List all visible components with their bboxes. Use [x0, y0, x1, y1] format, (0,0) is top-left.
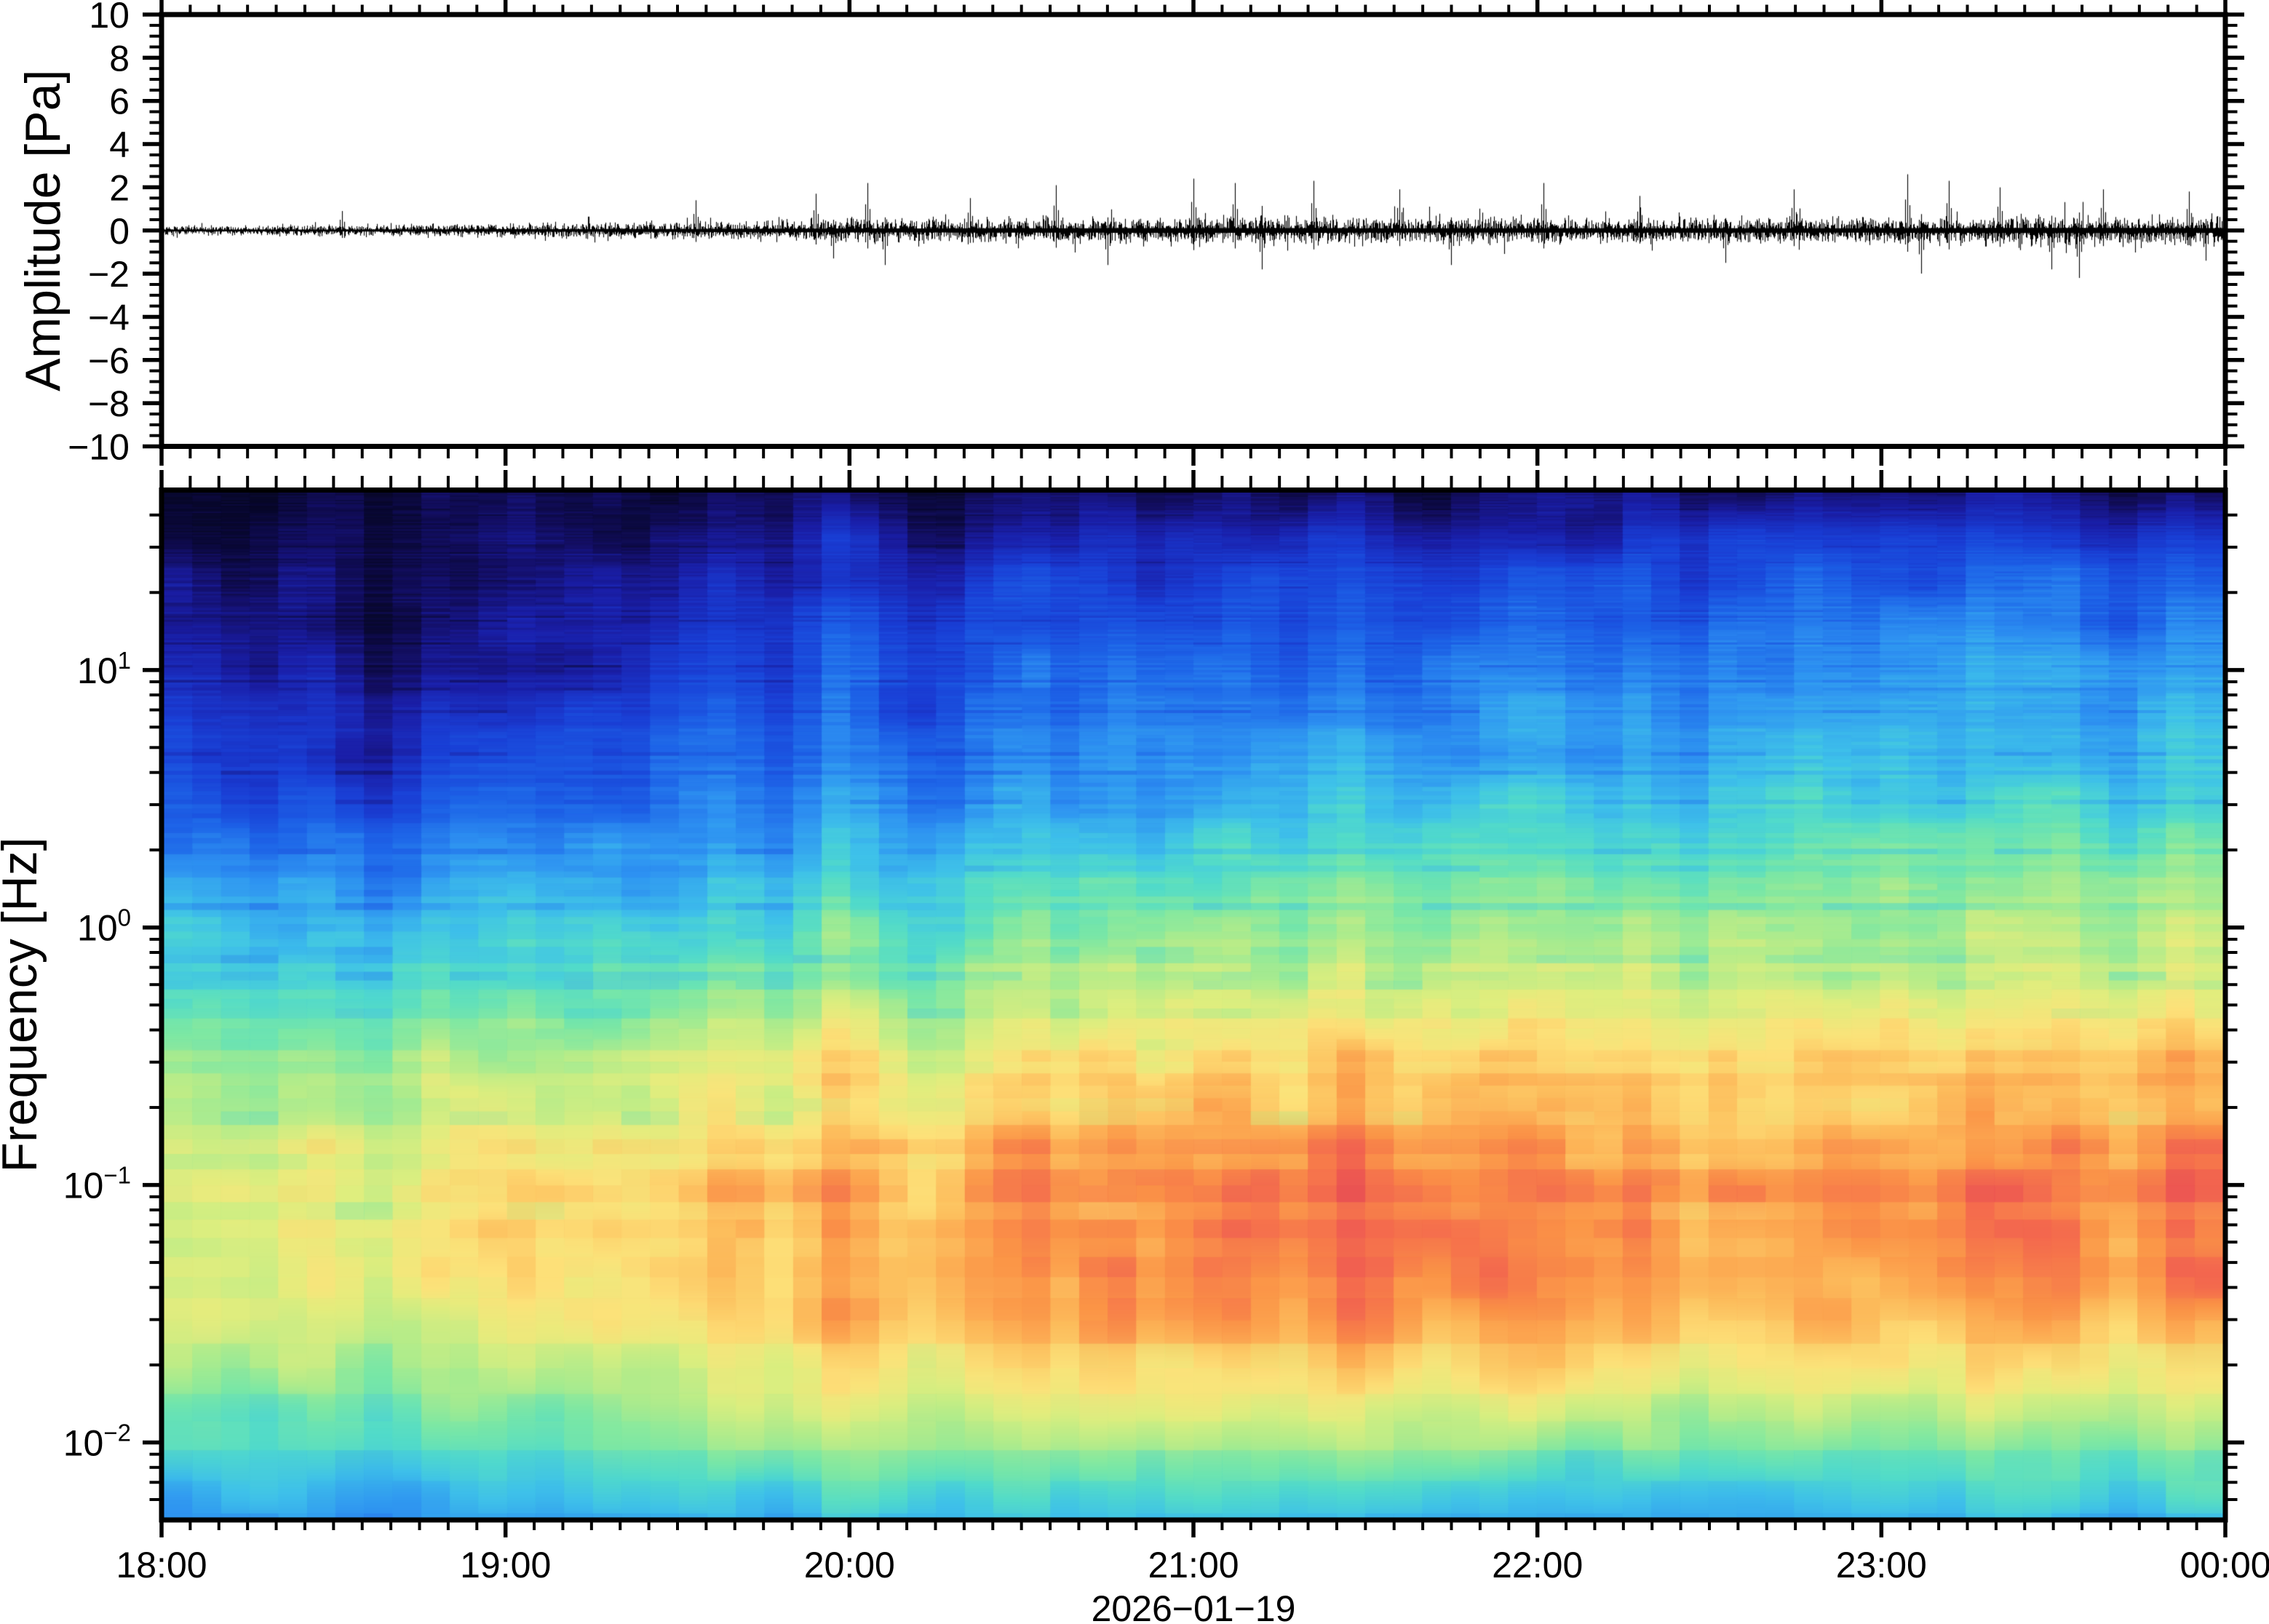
ytick-label: 0: [109, 211, 130, 252]
amplitude-axis-label: Amplitude [Pa]: [15, 70, 71, 391]
xtick-label: 20:00: [804, 1545, 895, 1585]
ytick-label: 4: [109, 124, 130, 165]
xtick-label: 18:00: [116, 1545, 207, 1585]
ytick-label: −6: [88, 341, 130, 381]
xtick-label: 00:00: [2179, 1545, 2269, 1585]
spectrogram-plot: [164, 493, 2223, 1518]
frequency-axis-label: Frequency [Hz]: [0, 837, 47, 1172]
ytick-label: −4: [88, 298, 130, 338]
time-tick-labels: 18:00 19:00 20:00 21:00 22:00 23:00 00:0…: [116, 1545, 2269, 1585]
date-axis-label: 2026−01−19: [1092, 1588, 1296, 1624]
freq-tick-label: 10−2: [63, 1419, 131, 1463]
tick-marks: [143, 0, 2244, 1537]
freq-tick-label: 100: [77, 904, 131, 949]
xtick-label: 21:00: [1148, 1545, 1239, 1585]
ytick-label: 6: [109, 81, 130, 122]
xtick-label: 22:00: [1492, 1545, 1583, 1585]
ytick-label: 10: [89, 0, 130, 36]
ytick-label: 2: [109, 167, 130, 208]
ytick-label: −2: [88, 254, 130, 295]
frequency-ytick-labels: 101 100 10−1 10−2: [63, 647, 131, 1464]
amplitude-panel-frame: [159, 12, 2228, 449]
ytick-label: −10: [68, 427, 130, 468]
spectrogram-panel-frame: [159, 487, 2228, 1523]
freq-tick-label: 101: [77, 647, 131, 691]
amplitude-ytick-labels: 10 8 6 4 2 0 −2 −4 −6 −8 −10: [68, 0, 130, 468]
xtick-label: 19:00: [460, 1545, 551, 1585]
xtick-label: 23:00: [1836, 1545, 1927, 1585]
ytick-label: 8: [109, 38, 130, 79]
waveform-plot: [164, 17, 2223, 444]
ytick-label: −8: [88, 383, 130, 424]
freq-tick-label: 10−1: [63, 1162, 131, 1206]
